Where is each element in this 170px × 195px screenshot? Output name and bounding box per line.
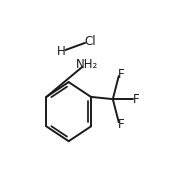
- Text: H: H: [56, 45, 65, 58]
- Text: NH₂: NH₂: [76, 58, 98, 71]
- Text: F: F: [118, 118, 125, 131]
- Text: F: F: [118, 68, 125, 81]
- Text: F: F: [133, 93, 140, 106]
- Text: Cl: Cl: [84, 35, 96, 48]
